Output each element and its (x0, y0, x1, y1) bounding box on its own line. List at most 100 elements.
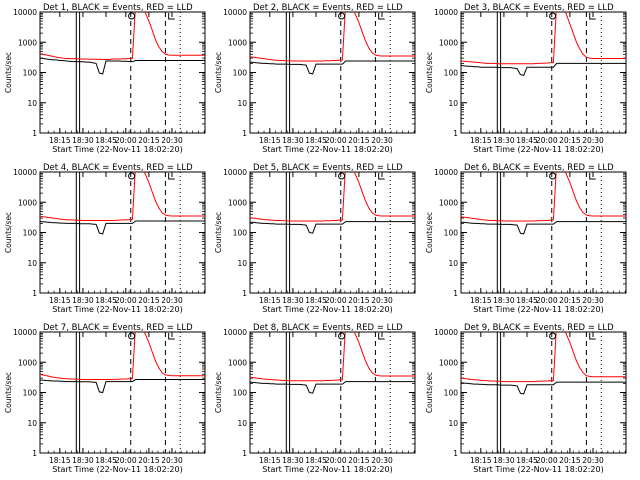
y-tick-label: 100 (23, 389, 38, 398)
y-tick-label: 10000 (434, 8, 458, 17)
y-tick-label: 100 (23, 229, 38, 238)
marker-bracket-symbol (378, 13, 385, 20)
x-tick-label: 18:45 (305, 296, 327, 305)
y-tick-label: 10 (27, 419, 37, 428)
panel-det-7: Det 7, BLACK = Events, RED = LLD 1 10 100 10… (4, 323, 206, 474)
lld-series-line (40, 12, 205, 60)
x-tick-label: 18:15 (470, 136, 492, 145)
events-series-line (461, 221, 626, 235)
y-axis-label: Counts/sec (425, 372, 434, 413)
panel-title: Det 6, BLACK = Events, RED = LLD (464, 163, 614, 173)
y-tick-label: 100 (444, 229, 459, 238)
y-tick-label: 100 (233, 229, 248, 238)
marker-circle-symbol (338, 172, 346, 180)
marker-circle-symbol (128, 172, 136, 180)
panel-title: Det 4, BLACK = Events, RED = LLD (43, 163, 193, 173)
y-tick-label: 1 (242, 129, 247, 138)
y-axis-label: Counts/sec (214, 212, 223, 253)
x-tick-label: 20:00 (115, 296, 137, 305)
marker-bracket-symbol (378, 173, 385, 180)
marker-circle-symbol (338, 12, 346, 20)
x-tick-label: 18:45 (305, 456, 327, 465)
x-axis-label: Start Time (22-Nov-11 18:02:20) (262, 145, 392, 154)
y-tick-label: 1 (242, 289, 247, 298)
x-tick-label: 18:30 (72, 296, 94, 305)
panel-det-6: Det 6, BLACK = Events, RED = LLD 1 10 100 10… (425, 163, 627, 314)
x-tick-label: 20:30 (371, 136, 393, 145)
lld-series-line (40, 332, 205, 380)
events-series-line (250, 60, 415, 75)
y-axis-label: Counts/sec (4, 52, 13, 93)
marker-bracket-symbol (589, 13, 596, 20)
x-tick-label: 20:30 (371, 456, 393, 465)
y-tick-label: 1000 (439, 38, 458, 47)
panel-title: Det 7, BLACK = Events, RED = LLD (43, 323, 193, 333)
x-tick-label: 20:15 (348, 136, 370, 145)
lld-series-line (461, 172, 626, 222)
y-tick-label: 10 (448, 99, 458, 108)
x-tick-label: 20:00 (325, 136, 347, 145)
y-tick-label: 100 (444, 69, 459, 78)
y-tick-label: 1000 (439, 358, 458, 367)
x-tick-label: 18:15 (470, 296, 492, 305)
x-tick-label: 20:00 (115, 136, 137, 145)
panel-title: Det 8, BLACK = Events, RED = LLD (253, 323, 403, 333)
x-tick-label: 18:30 (493, 456, 515, 465)
panel-det-3: Det 3, BLACK = Events, RED = LLD 1 10 100 10… (425, 3, 627, 154)
x-tick-label: 18:15 (49, 456, 71, 465)
marker-bracket-symbol (168, 13, 175, 20)
x-tick-label: 20:00 (536, 456, 558, 465)
marker-bracket-symbol (378, 333, 385, 340)
x-tick-label: 18:15 (49, 296, 71, 305)
y-tick-label: 1000 (18, 358, 37, 367)
events-series-line (250, 221, 415, 234)
y-tick-label: 100 (444, 389, 459, 398)
events-series-line (461, 381, 626, 395)
x-tick-label: 20:15 (348, 456, 370, 465)
events-series-line (40, 57, 205, 75)
x-tick-label: 18:15 (470, 456, 492, 465)
panel-det-5: Det 5, BLACK = Events, RED = LLD 1 10 100 10… (214, 163, 416, 314)
x-tick-label: 18:30 (282, 296, 304, 305)
x-tick-label: 20:15 (138, 136, 160, 145)
marker-circle-symbol (128, 332, 136, 340)
events-series-line (40, 220, 205, 235)
lld-series-line (250, 12, 415, 62)
x-tick-label: 18:30 (72, 456, 94, 465)
lld-series-line (461, 332, 626, 383)
x-tick-label: 20:30 (161, 296, 183, 305)
x-tick-label: 20:30 (582, 136, 604, 145)
panel-title: Det 2, BLACK = Events, RED = LLD (253, 3, 403, 13)
x-tick-label: 18:45 (516, 456, 538, 465)
y-axis-label: Counts/sec (214, 52, 223, 93)
y-tick-label: 10000 (223, 328, 247, 337)
x-tick-label: 20:15 (559, 296, 581, 305)
y-tick-label: 10000 (434, 328, 458, 337)
y-tick-label: 10 (448, 259, 458, 268)
x-tick-label: 18:30 (282, 456, 304, 465)
y-tick-label: 10000 (13, 328, 37, 337)
y-tick-label: 10 (237, 259, 247, 268)
y-tick-label: 10 (27, 99, 37, 108)
x-axis-label: Start Time (22-Nov-11 18:02:20) (52, 465, 182, 474)
y-tick-label: 10 (448, 419, 458, 428)
x-tick-label: 20:00 (536, 296, 558, 305)
x-tick-label: 18:45 (95, 296, 117, 305)
panel-det-2: Det 2, BLACK = Events, RED = LLD 1 10 100 10… (214, 3, 416, 154)
marker-circle-symbol (549, 12, 557, 20)
y-tick-label: 1000 (18, 198, 37, 207)
x-axis-label: Start Time (22-Nov-11 18:02:20) (262, 465, 392, 474)
y-tick-label: 1 (32, 129, 37, 138)
marker-circle-symbol (549, 172, 557, 180)
panel-title: Det 5, BLACK = Events, RED = LLD (253, 163, 403, 173)
marker-bracket-symbol (589, 333, 596, 340)
x-axis-label: Start Time (22-Nov-11 18:02:20) (473, 465, 603, 474)
y-tick-label: 1000 (228, 38, 247, 47)
marker-circle-symbol (128, 12, 136, 20)
x-tick-label: 20:30 (582, 296, 604, 305)
x-tick-label: 18:15 (259, 296, 281, 305)
x-tick-label: 18:45 (95, 136, 117, 145)
x-tick-label: 20:15 (559, 136, 581, 145)
events-series-line (461, 62, 626, 76)
y-tick-label: 10 (27, 259, 37, 268)
